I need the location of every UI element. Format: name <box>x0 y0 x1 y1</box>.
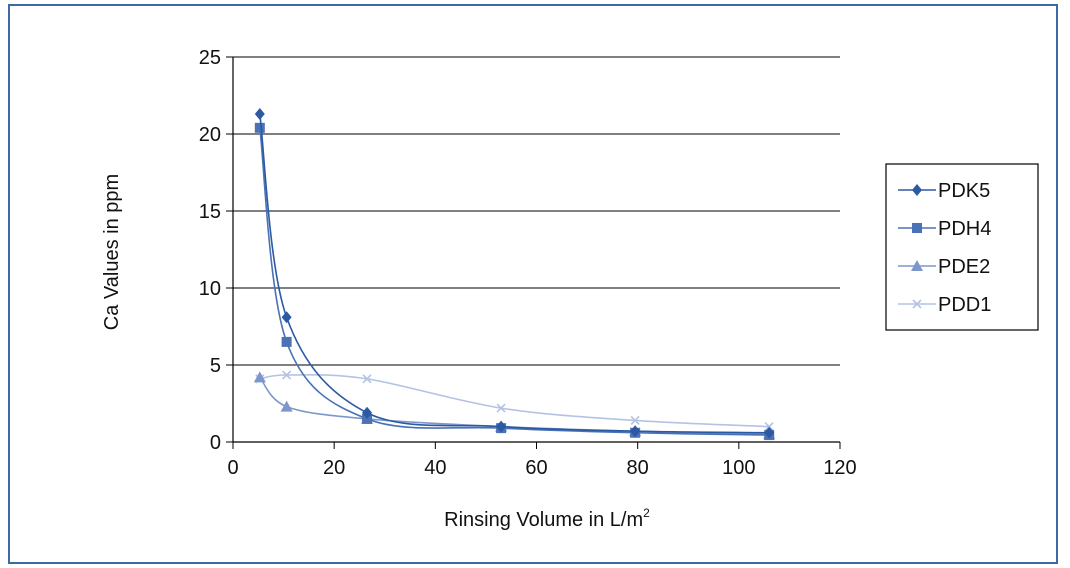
x-tick-label: 60 <box>525 457 547 479</box>
legend-marker <box>912 184 922 196</box>
data-point <box>362 406 373 419</box>
legend-marker <box>911 260 923 271</box>
series-line <box>259 373 770 428</box>
x-axis-title-main: Rinsing Volume in L/m <box>444 509 643 531</box>
legend-item-pdk5: PDK5 <box>898 180 990 202</box>
legend-label: PDD1 <box>938 294 991 316</box>
series-pdk5 <box>254 107 775 439</box>
legend-label: PDH4 <box>938 218 991 240</box>
legend-label: PDE2 <box>938 256 990 278</box>
series-pdd1 <box>255 370 774 432</box>
y-tick-label: 25 <box>199 47 221 69</box>
data-point <box>764 422 774 432</box>
series-line <box>259 113 770 434</box>
x-tick-label: 40 <box>424 457 446 479</box>
legend-item-pde2: PDE2 <box>898 256 990 278</box>
chart-frame: 0 5 10 15 20 25 0 20 40 60 80 100 120 Ca Values in p… <box>8 4 1058 564</box>
legend-marker <box>912 299 922 309</box>
x-axis-title: Rinsing Volume in L/m2 <box>444 506 650 531</box>
axes <box>226 56 841 449</box>
x-tick-label: 80 <box>627 457 649 479</box>
y-tick-label: 5 <box>210 355 221 377</box>
y-tick-label: 15 <box>199 201 221 223</box>
y-tick-label: 10 <box>199 278 221 300</box>
data-point <box>496 403 506 413</box>
series-line <box>259 376 770 436</box>
legend: PDK5 PDH4 PDE2 PDD1 <box>885 163 1039 331</box>
legend-label: PDK5 <box>938 180 990 202</box>
legend-item-pdd1: PDD1 <box>898 294 991 316</box>
data-point <box>253 371 266 383</box>
data-point <box>280 400 293 412</box>
chart-svg: 0 5 10 15 20 25 0 20 40 60 80 100 120 Ca Values in p… <box>101 47 1039 531</box>
data-point <box>630 425 641 438</box>
data-point <box>254 107 265 120</box>
data-point <box>496 420 507 433</box>
data-point <box>764 426 775 439</box>
x-tick-label: 0 <box>227 457 238 479</box>
gridlines <box>233 56 840 366</box>
x-tick-label: 20 <box>323 457 345 479</box>
data-point <box>254 122 265 133</box>
data-point <box>362 413 373 424</box>
x-tick-label: 120 <box>823 457 856 479</box>
legend-marker <box>912 223 922 233</box>
data-point <box>281 311 292 324</box>
x-tick-label: 100 <box>722 457 755 479</box>
series-line <box>259 127 770 436</box>
data-point <box>630 415 640 426</box>
tick-labels: 0 5 10 15 20 25 0 20 40 60 80 100 120 <box>199 47 857 479</box>
legend-item-pdh4: PDH4 <box>898 218 991 240</box>
data-series <box>253 107 776 441</box>
y-tick-label: 0 <box>210 432 221 454</box>
data-point <box>362 374 372 384</box>
x-axis-title-superscript: 2 <box>643 506 650 520</box>
y-tick-label: 20 <box>199 124 221 146</box>
data-point <box>282 370 292 380</box>
data-point <box>281 336 292 347</box>
y-axis-title: Ca Values in ppm <box>101 174 123 330</box>
series-pdh4 <box>254 122 775 441</box>
legend-box <box>885 163 1039 331</box>
